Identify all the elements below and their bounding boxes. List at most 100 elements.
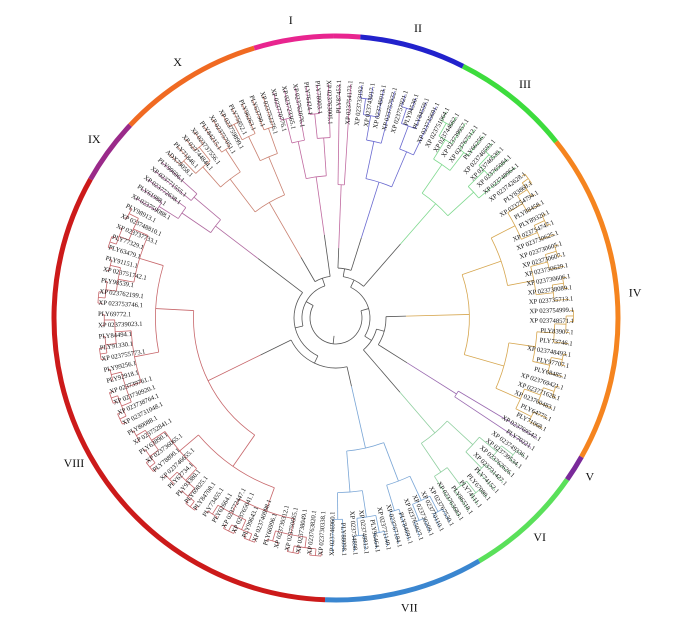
group-ring-segment <box>334 36 361 37</box>
leaf-label: XP 023754173.1 <box>345 80 355 125</box>
leaf-label: PLY83907.1 <box>540 327 574 336</box>
branch-segment <box>365 336 372 340</box>
branch-segment <box>215 226 258 259</box>
branch-segment <box>194 197 221 220</box>
leaf-label: PLY96464.1 <box>368 519 381 553</box>
branch-segment <box>208 355 261 381</box>
branch-segment <box>347 367 351 387</box>
leaf-label: PLY98539.1 <box>100 277 134 289</box>
leaf-label: XP 023735713.1 <box>529 295 574 306</box>
group-label-i: I <box>289 13 293 27</box>
branch-segment <box>351 386 365 448</box>
group-ring-segment <box>567 457 581 480</box>
leaf-label: XP 023753746.1 <box>98 300 143 310</box>
branch-segment <box>100 353 107 354</box>
group-label-viii: VIII <box>64 456 85 470</box>
branch-segment <box>422 165 442 194</box>
group-ring-segment <box>254 36 333 48</box>
branch-segment <box>182 213 211 233</box>
branch-segment <box>269 157 285 195</box>
branch-segment <box>366 141 374 178</box>
leaf-label: XP 023730338.1 <box>318 511 328 556</box>
leaf-label: XP 023762199.1 <box>99 288 144 300</box>
branch-segment <box>233 435 255 466</box>
group-ring-segment <box>54 179 325 600</box>
group-label-vi: VI <box>533 530 546 544</box>
group-label-ii: II <box>414 21 422 35</box>
branch-segment <box>98 297 105 298</box>
branch-segment <box>343 269 344 277</box>
branch-segment <box>324 138 327 176</box>
group-label-ix: IX <box>88 132 101 146</box>
branch-segment <box>339 185 341 248</box>
branch-segment <box>421 443 441 472</box>
branch-segment <box>269 202 301 257</box>
group-label-x: X <box>173 55 182 69</box>
branch-segment <box>400 204 435 244</box>
branch-segment <box>406 314 469 316</box>
branch-segment <box>400 392 435 433</box>
branch-segment <box>384 443 399 481</box>
leaf-label: XP 023763005.1 <box>325 80 333 125</box>
branch-segment <box>392 152 407 187</box>
leaf-label: PLY88098.1 <box>339 523 347 556</box>
branch-segment <box>464 355 504 366</box>
branch-arc <box>302 286 325 326</box>
branch-segment <box>407 363 456 394</box>
branch-segment <box>316 177 324 235</box>
branch-segment <box>293 546 294 553</box>
branch-segment <box>361 182 379 238</box>
branch-segment <box>378 345 407 363</box>
branch-segment <box>301 257 315 281</box>
leaf-label: XP 023748812.1 <box>357 510 370 555</box>
branch-segment <box>448 192 474 216</box>
leaf-label: XP 023754999.1 <box>529 307 574 315</box>
branch-segment <box>333 336 334 344</box>
branch-segment <box>306 302 313 306</box>
branch-segment <box>351 280 354 287</box>
branch-arc <box>351 287 370 336</box>
group-ring-segment <box>360 37 463 66</box>
leaf-label: PLY69772.1 <box>98 311 131 318</box>
branch-segment <box>462 261 501 274</box>
branch-segment <box>364 244 401 286</box>
branch-segment <box>386 316 406 317</box>
branch-segment <box>347 451 350 492</box>
branch-segment <box>361 309 369 311</box>
leaf-label: PLY73746.1 <box>539 337 573 348</box>
leaf-label: PLY78903.1 <box>313 80 323 114</box>
leaf-label: XP 023748571.1 <box>529 317 574 325</box>
branch-segment <box>203 167 221 187</box>
leaf-label: PLY76424.1 <box>302 81 313 115</box>
leaf-label: PLY84494.1 <box>98 331 132 341</box>
branch-segment <box>298 141 306 178</box>
leaf-label: PLY91330.1 <box>99 341 133 352</box>
branch-segment <box>156 309 194 311</box>
group-label-v: V <box>585 470 594 484</box>
branch-segment <box>305 537 306 547</box>
leaf-label: XP 023746960.1 <box>329 511 337 556</box>
branch-segment <box>140 258 164 265</box>
branch-segment <box>400 126 409 149</box>
group-label-iii: III <box>519 77 531 91</box>
branch-segment <box>322 278 325 286</box>
branch-segment <box>377 329 385 331</box>
branch-segment <box>363 350 400 392</box>
group-label-iv: IV <box>629 286 642 300</box>
branch-segment <box>258 259 303 293</box>
leaf-label: XP 023739023.1 <box>98 321 143 329</box>
branch-segment <box>315 549 316 556</box>
leaf-label: XP 023763820.1 <box>306 510 318 555</box>
branch-segment <box>351 238 361 270</box>
branch-arc <box>310 306 362 344</box>
branch-segment <box>315 114 318 139</box>
branch-segment <box>261 340 292 355</box>
leaf-label: XP 023734898.1 <box>348 511 359 556</box>
branch-segment <box>447 421 473 445</box>
group-ring-segment <box>325 561 479 600</box>
branch-segment <box>295 326 303 328</box>
branch-segment <box>249 137 261 161</box>
